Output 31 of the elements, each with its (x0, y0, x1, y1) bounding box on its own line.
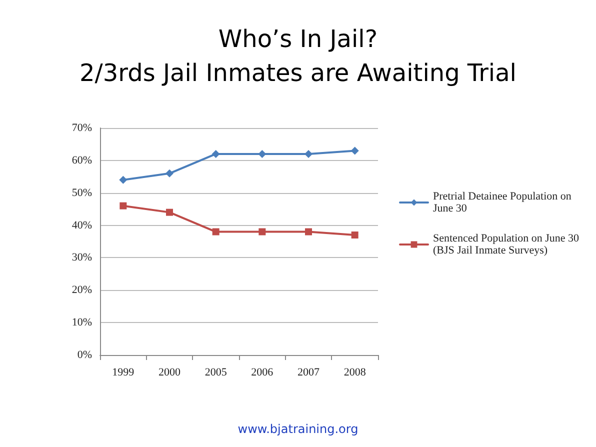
legend-label: Sentenced Population on June 30 (BJS Jail Inmate Surveys) (433, 232, 582, 256)
point (166, 169, 174, 178)
y-tick-label: 20% (72, 284, 92, 296)
x-tick-label: 1999 (112, 366, 135, 378)
point (304, 150, 312, 158)
point (120, 202, 127, 210)
chart-subtitle: 2/3rds Jail Inmates are Awaiting Trial (80, 59, 516, 87)
x-tick-label: 2007 (298, 366, 320, 378)
y-tick-label: 10% (72, 316, 92, 329)
point (305, 228, 312, 236)
y-tick-label: 40% (72, 219, 92, 232)
point (212, 228, 220, 236)
y-tick-label: 70% (72, 122, 92, 134)
x-tick-label: 2000 (158, 366, 181, 378)
point (258, 228, 266, 236)
point (166, 208, 173, 216)
point (119, 176, 128, 184)
legend-label: Pretrial Detainee Population on June 30 (433, 190, 574, 214)
point (212, 150, 220, 158)
x-tick-label: 2005 (204, 366, 228, 378)
y-tick-label: 60% (72, 154, 92, 166)
point (351, 232, 358, 239)
y-tick-label: 50% (72, 186, 92, 199)
y-tick-label: 30% (72, 252, 92, 264)
x-tick-label: 2006 (251, 366, 274, 378)
x-tick-label: 2008 (344, 366, 366, 378)
point (258, 150, 266, 158)
point (350, 146, 359, 155)
text: www.bjatraining.org (238, 422, 358, 436)
chart-title: Who’s In Jail? (218, 25, 378, 53)
y-tick-label: 0% (77, 349, 92, 361)
